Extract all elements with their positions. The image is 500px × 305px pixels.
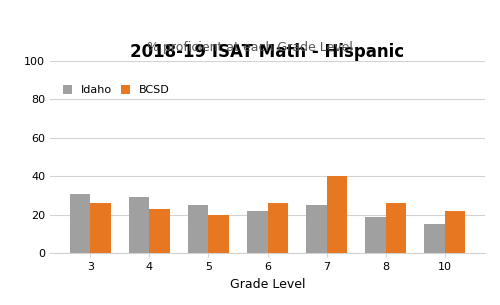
Bar (247, 211, 268, 253)
Bar (129, 197, 150, 253)
Title: 2018-19 ISAT Math - Hispanic: 2018-19 ISAT Math - Hispanic (130, 43, 404, 61)
Bar (326, 176, 347, 253)
Bar (424, 224, 444, 253)
Bar (306, 205, 326, 253)
Bar (208, 215, 229, 253)
Legend: Idaho, BCSD: Idaho, BCSD (60, 82, 173, 99)
X-axis label: Grade Level: Grade Level (230, 278, 305, 291)
Bar (188, 205, 208, 253)
Bar (150, 209, 170, 253)
Bar (90, 203, 111, 253)
Bar (365, 217, 386, 253)
Text: % proficient at each Grade Level: % proficient at each Grade Level (147, 41, 353, 54)
Bar (268, 203, 288, 253)
Bar (444, 211, 465, 253)
Bar (70, 194, 90, 253)
Bar (386, 203, 406, 253)
